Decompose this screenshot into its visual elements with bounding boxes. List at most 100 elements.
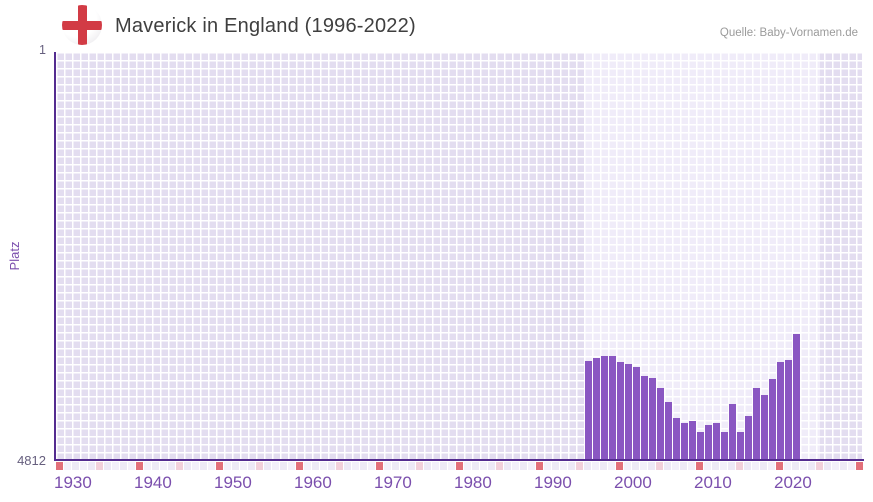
bar-1996[interactable] <box>584 360 592 459</box>
strip-cell-2018 <box>760 462 767 470</box>
strip-cell-1951 <box>224 462 231 470</box>
strip-cell-2015 <box>736 462 743 470</box>
bar-1999[interactable] <box>608 355 616 459</box>
strip-cell-2000 <box>616 462 623 470</box>
strip-cell-2005 <box>656 462 663 470</box>
strip-cell-1937 <box>112 462 119 470</box>
bar-2002[interactable] <box>632 366 640 459</box>
strip-cell-1974 <box>408 462 415 470</box>
strip-cell-1933 <box>80 462 87 470</box>
strip-cell-1997 <box>592 462 599 470</box>
strip-cell-1942 <box>152 462 159 470</box>
x-axis-line <box>54 459 864 461</box>
bar-2020[interactable] <box>776 361 784 459</box>
strip-cell-1957 <box>272 462 279 470</box>
strip-cell-1980 <box>456 462 463 470</box>
bar-2018[interactable] <box>760 394 768 459</box>
strip-cell-2027 <box>832 462 839 470</box>
bar-2008[interactable] <box>680 423 688 459</box>
bar-2011[interactable] <box>704 425 712 459</box>
strip-cell-1946 <box>184 462 191 470</box>
strip-cell-1953 <box>240 462 247 470</box>
source-credit: Quelle: Baby-Vornamen.de <box>719 27 858 39</box>
strip-cell-1938 <box>120 462 127 470</box>
bar-2014[interactable] <box>728 403 736 459</box>
bar-2004[interactable] <box>648 377 656 459</box>
strip-cell-1975 <box>416 462 423 470</box>
strip-cell-2019 <box>768 462 775 470</box>
strip-cell-1930 <box>56 462 63 470</box>
y-axis-line <box>54 52 56 461</box>
strip-cell-2030 <box>856 462 863 470</box>
strip-cell-1965 <box>336 462 343 470</box>
strip-cell-2029 <box>848 462 855 470</box>
strip-cell-2022 <box>792 462 799 470</box>
strip-cell-1976 <box>424 462 431 470</box>
strip-cell-2012 <box>712 462 719 470</box>
strip-cell-2001 <box>624 462 631 470</box>
bar-2019[interactable] <box>768 379 776 459</box>
y-tick-worst: 4812 <box>17 453 46 468</box>
strip-cell-1973 <box>400 462 407 470</box>
strip-cell-1947 <box>192 462 199 470</box>
bar-2022[interactable] <box>792 334 800 459</box>
bar-2013[interactable] <box>720 432 728 459</box>
england-flag-icon <box>62 5 102 45</box>
strip-cell-2014 <box>728 462 735 470</box>
y-axis-title: Platz <box>7 241 22 271</box>
strip-cell-2003 <box>640 462 647 470</box>
strip-cell-1960 <box>296 462 303 470</box>
strip-cell-1945 <box>176 462 183 470</box>
strip-cell-1979 <box>448 462 455 470</box>
strip-cell-2020 <box>776 462 783 470</box>
bar-2021[interactable] <box>784 359 792 459</box>
strip-cell-1952 <box>232 462 239 470</box>
strip-cell-1932 <box>72 462 79 470</box>
strip-cell-1978 <box>440 462 447 470</box>
bar-2015[interactable] <box>736 431 744 459</box>
strip-cell-1968 <box>360 462 367 470</box>
strip-cell-1954 <box>248 462 255 470</box>
strip-cell-1963 <box>320 462 327 470</box>
strip-cell-1950 <box>216 462 223 470</box>
strip-cell-1931 <box>64 462 71 470</box>
strip-cell-1972 <box>392 462 399 470</box>
bar-1997[interactable] <box>592 357 600 459</box>
x-tick-1930: 1930 <box>54 473 92 492</box>
x-tick-1980: 1980 <box>454 473 492 492</box>
strip-cell-1981 <box>464 462 471 470</box>
bar-2009[interactable] <box>688 420 696 459</box>
bar-2017[interactable] <box>752 388 760 459</box>
strip-cell-1999 <box>608 462 615 470</box>
bar-2006[interactable] <box>664 402 672 459</box>
strip-cell-1970 <box>376 462 383 470</box>
bar-2016[interactable] <box>744 416 752 459</box>
bar-1998[interactable] <box>600 355 608 459</box>
bar-2000[interactable] <box>616 362 624 459</box>
strip-cell-1987 <box>512 462 519 470</box>
bar-2005[interactable] <box>656 388 664 459</box>
strip-cell-2008 <box>680 462 687 470</box>
strip-cell-1977 <box>432 462 439 470</box>
bar-2003[interactable] <box>640 376 648 459</box>
strip-cell-2016 <box>744 462 751 470</box>
bar-2001[interactable] <box>624 364 632 459</box>
strip-cell-1966 <box>344 462 351 470</box>
strip-cell-2009 <box>688 462 695 470</box>
strip-cell-1983 <box>480 462 487 470</box>
strip-cell-1955 <box>256 462 263 470</box>
strip-cell-2010 <box>696 462 703 470</box>
x-tick-1940: 1940 <box>134 473 172 492</box>
strip-cell-1949 <box>208 462 215 470</box>
strip-cell-2023 <box>800 462 807 470</box>
strip-cell-2017 <box>752 462 759 470</box>
strip-cell-1993 <box>560 462 567 470</box>
bar-2012[interactable] <box>712 422 720 459</box>
strip-cell-1961 <box>304 462 311 470</box>
x-tick-1950: 1950 <box>214 473 252 492</box>
strip-cell-1962 <box>312 462 319 470</box>
flag-cross-horizontal <box>62 20 102 30</box>
bar-2007[interactable] <box>672 418 680 459</box>
strip-cell-2025 <box>816 462 823 470</box>
bar-2010[interactable] <box>696 432 704 459</box>
